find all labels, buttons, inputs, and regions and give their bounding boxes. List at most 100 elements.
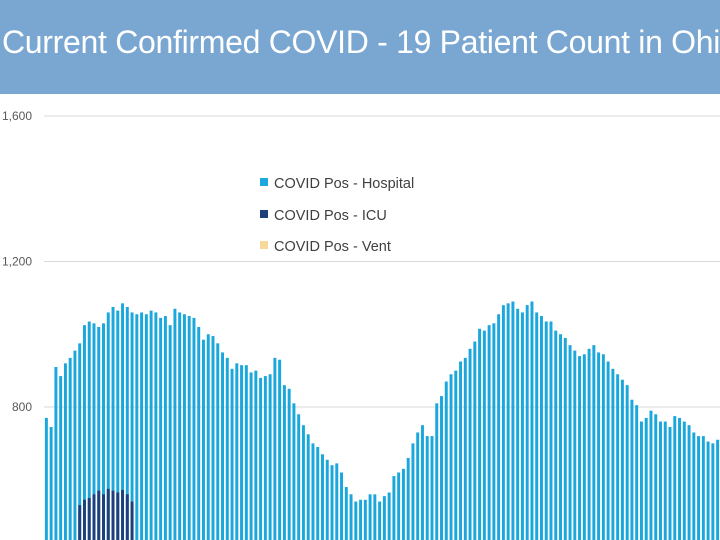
hospital-bar xyxy=(97,326,101,540)
hospital-bar xyxy=(654,414,658,540)
hospital-bar xyxy=(463,357,467,540)
hospital-bar xyxy=(235,363,239,540)
hospital-bar xyxy=(487,325,491,540)
hospital-bar xyxy=(525,305,529,540)
hospital-bar xyxy=(563,337,567,540)
icu-bar xyxy=(102,494,105,540)
hospital-bar xyxy=(363,499,367,540)
hospital-bar xyxy=(630,399,634,540)
legend: COVID Pos - Hospital COVID Pos - ICU COV… xyxy=(260,176,414,255)
hospital-bar xyxy=(163,316,167,540)
hospital-bar xyxy=(254,370,258,540)
icu-bar xyxy=(125,494,129,540)
hospital-bar xyxy=(149,310,153,540)
legend-item-hospital: COVID Pos - Hospital xyxy=(260,176,414,192)
hospital-bar xyxy=(668,427,672,540)
hospital-bar xyxy=(397,472,401,540)
hospital-bar xyxy=(587,348,591,540)
hospital-bar xyxy=(601,354,605,540)
hospital-bar xyxy=(692,432,696,540)
icu-bar xyxy=(116,492,120,540)
hospital-bar xyxy=(697,436,701,540)
icu-bar xyxy=(111,490,115,540)
hospital-bar xyxy=(154,312,158,540)
hospital-bar xyxy=(263,376,267,540)
hospital-bar xyxy=(530,301,534,540)
hospital-bar xyxy=(130,312,134,540)
hospital-bar xyxy=(244,365,248,540)
hospital-bar xyxy=(716,439,720,540)
hospital-bar xyxy=(278,359,282,540)
hospital-bar xyxy=(44,417,48,540)
hospital-bar xyxy=(197,326,201,540)
hospital-bar xyxy=(673,416,677,540)
hospital-bar xyxy=(216,343,220,540)
hospital-bar xyxy=(340,472,344,540)
legend-item-vent: COVID Pos - Vent xyxy=(260,239,391,255)
hospital-bar xyxy=(387,492,391,540)
hospital-bar xyxy=(221,352,224,540)
hospital-bar xyxy=(287,388,291,540)
hospital-bar xyxy=(511,301,515,540)
hospital-bar xyxy=(268,374,272,540)
hospital-bar xyxy=(420,425,424,540)
hospital-bar xyxy=(425,436,429,540)
hospital-bar xyxy=(378,501,382,540)
hospital-bar xyxy=(706,441,710,540)
hospital-bar xyxy=(192,317,196,540)
hospital-bar xyxy=(140,312,144,540)
legend-swatch-vent xyxy=(260,241,268,249)
hospital-bar xyxy=(259,377,263,540)
hospital-bar xyxy=(273,357,277,540)
hospital-bar xyxy=(639,421,643,540)
hospital-bar xyxy=(597,352,601,540)
chart: 800 1,200 1,600 COVID Pos - Hospital COVID… xyxy=(2,109,720,540)
hospital-bar xyxy=(301,425,305,540)
title-bar: Current Confirmed COVID - 19 Patient Cou… xyxy=(0,0,720,94)
hospital-bar xyxy=(373,494,377,540)
icu-bar xyxy=(87,497,91,540)
hospital-bar xyxy=(620,379,624,540)
y-axis-ticks: 800 1,200 1,600 xyxy=(2,109,32,414)
hospital-bar xyxy=(306,434,310,540)
legend-label-hospital: COVID Pos - Hospital xyxy=(274,176,414,192)
hospital-bar xyxy=(82,325,86,540)
hospital-bar xyxy=(63,363,67,540)
hospital-bar xyxy=(54,366,58,540)
hospital-bar xyxy=(78,343,82,540)
hospital-bar xyxy=(187,316,191,540)
hospital-bar xyxy=(659,421,662,540)
hospital-bar xyxy=(125,306,129,540)
hospital-bar xyxy=(440,396,443,540)
hospital-bar xyxy=(159,317,163,540)
hospital-bar xyxy=(168,325,172,540)
y-tick-label: 800 xyxy=(12,400,32,414)
icu-bar xyxy=(121,489,125,540)
icu-bar xyxy=(97,490,101,540)
hospital-bar xyxy=(544,321,548,540)
hospital-bar xyxy=(540,316,543,540)
series-hospital xyxy=(44,301,720,540)
hospital-bar xyxy=(573,350,577,540)
hospital-bar xyxy=(325,459,329,540)
hospital-bar xyxy=(435,403,439,540)
hospital-bar xyxy=(625,385,629,540)
chart-title: Current Confirmed COVID - 19 Patient Cou… xyxy=(2,24,720,60)
hospital-bar xyxy=(616,374,620,540)
y-tick-label: 1,200 xyxy=(2,255,32,269)
hospital-bar xyxy=(459,361,463,540)
hospital-bar xyxy=(249,372,253,540)
hospital-bar xyxy=(520,312,524,540)
hospital-bar xyxy=(568,345,572,540)
icu-bar xyxy=(106,488,110,540)
hospital-bar xyxy=(535,312,539,540)
hospital-bar xyxy=(663,421,667,540)
hospital-bar xyxy=(230,368,234,540)
icu-bar xyxy=(78,505,82,540)
hospital-bar xyxy=(240,365,244,540)
legend-label-icu: COVID Pos - ICU xyxy=(274,208,387,224)
hospital-bar xyxy=(349,494,353,540)
hospital-bar xyxy=(392,476,396,540)
icu-bar xyxy=(82,499,86,540)
hospital-bar xyxy=(554,330,558,540)
